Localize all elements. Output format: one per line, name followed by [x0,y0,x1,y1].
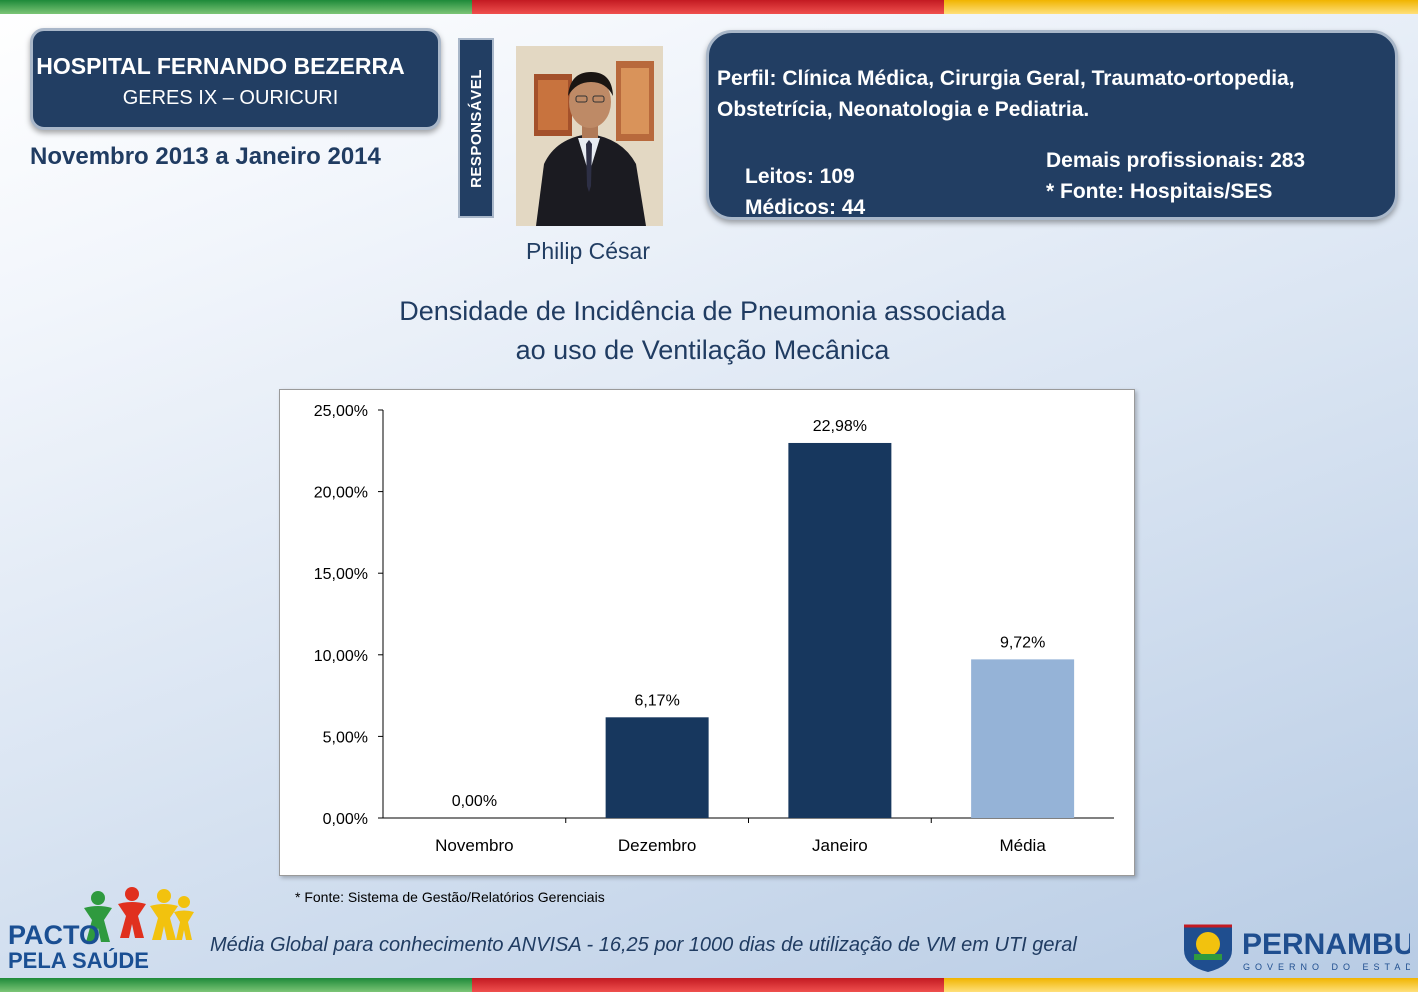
responsible-label: RESPONSÁVEL [467,68,485,188]
profile-source: * Fonte: Hospitais/SES [1046,180,1273,203]
chart-title: Densidade de Incidência de Pneumonia ass… [340,292,1065,370]
global-anvisa-note: Média Global para conhecimento ANVISA - … [210,934,1077,956]
profile-box: Perfil: Clínica Médica, Cirurgia Geral, … [706,30,1398,220]
bar-janeiro [788,442,892,818]
bar-chart: 0,00% 5,00% 10,00% 15,00% 20,00% 25,00% 0,00% N… [314,403,1114,855]
y-tick-label: 10,00% [314,648,368,665]
responsible-name: Philip César [526,238,650,264]
x-tick-label: Novembro [435,836,513,855]
period-label: Novembro 2013 a Janeiro 2014 [30,143,381,170]
top-color-stripe [0,0,1418,14]
bar-média [971,659,1075,818]
data-label: 0,00% [452,793,497,810]
y-tick-label: 20,00% [314,485,368,502]
pacto-pela-saude-logo: PACTO PELA SAÚDE [6,884,196,973]
x-tick-label: Média [999,836,1046,855]
x-tick-label: Dezembro [618,836,696,855]
bar-dezembro [605,717,709,818]
bottom-color-stripe [0,978,1418,992]
data-label: 6,17% [634,692,679,709]
y-tick-label: 25,00% [314,403,368,420]
state-coat-of-arms-icon [1184,924,1232,972]
profile-text: Perfil: Clínica Médica, Cirurgia Geral, … [717,67,1295,121]
responsible-photo [516,46,663,226]
y-tick-label: 5,00% [323,729,368,746]
geres-label: GERES IX – OURICURI [122,87,339,109]
other-professionals-count: Demais profissionais: 283 [1046,149,1306,172]
hospital-name: HOSPITAL FERNANDO BEZERRA [36,53,405,79]
doctors-count: Médicos: 44 [745,196,866,219]
beds-count: Leitos: 109 [745,165,855,188]
logo-left-line2: PELA SAÚDE [8,948,149,970]
chart-title-line1: Densidade de Incidência de Pneumonia ass… [399,296,1006,326]
x-tick-label: Janeiro [812,836,868,855]
hospital-header-box: HOSPITAL FERNANDO BEZERRA GERES IX – OUR… [30,28,441,130]
chart-frame: 0,00% 5,00% 10,00% 15,00% 20,00% 25,00% 0,00% N… [279,389,1135,876]
logo-right-subtitle: GOVERNO DO ESTADO [1243,962,1410,972]
data-label: 22,98% [813,418,867,435]
chart-title-line2: ao uso de Ventilação Mecânica [515,335,890,365]
logo-left-line1: PACTO [8,920,100,950]
responsible-box [458,38,494,218]
chart-source: * Fonte: Sistema de Gestão/Relatórios Ge… [295,889,605,905]
pernambuco-logo: PERNAMBUCO GOVERNO DO ESTADO [1180,920,1418,974]
data-label: 9,72% [1000,634,1045,651]
logo-right-title: PERNAMBUCO [1242,928,1410,961]
y-tick-label: 15,00% [314,566,368,583]
people-figures-icon [84,887,194,942]
y-tick-label: 0,00% [323,811,368,828]
